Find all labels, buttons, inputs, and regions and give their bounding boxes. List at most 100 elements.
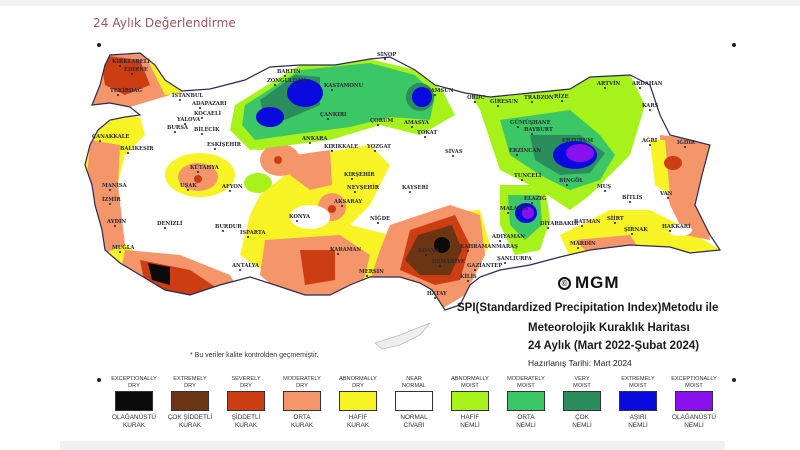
legend-label-en: EXTREMELY MOIST [621,376,655,389]
city-label: BİNGÖL [559,177,584,184]
legend-label-tr: HAFİF KURAK [346,414,370,429]
city-dot [569,144,571,146]
legend-label-en: ABNORMALLY MOIST [451,376,489,389]
city-dot [604,190,606,192]
city-label: OSMANİYE [432,258,465,265]
bottom-scroll-strip [60,441,725,450]
city-label: SİVAS [445,148,463,155]
city-dot [197,171,199,173]
legend-swatch [115,391,153,411]
city-label: İZMİR [102,196,121,203]
city-label: HAKKARİ [662,223,691,230]
city-label: YOZGAT [366,144,391,150]
city-label: NİĞDE [370,214,390,222]
city-dot [467,280,469,282]
legend-label-tr: OLAĞANÜSTÜ KURAK [111,414,157,429]
copyright-icon: © [558,276,571,290]
city-dot [199,107,201,109]
city-label: VAN [659,191,673,197]
city-dot [229,190,231,192]
city-dot [517,126,519,128]
city-label: TRABZON [524,95,554,101]
city-label: ARTVİN [596,80,621,87]
city-label: IĞDIR [677,138,696,146]
city-label: ANKARA [301,136,328,142]
legend-swatch [227,391,265,411]
city-dot [337,253,339,255]
legend-label-en: SEVERELY DRY [231,376,261,389]
quality-note: * Bu veriler kalite kontrolden geçmemişt… [190,352,319,359]
city-dot [581,225,583,227]
list-bullet [732,43,736,47]
map-title-line1: SPI(Standardized Precipitation Index)Met… [457,302,719,314]
city-label: DİYARBAKIR [540,220,579,227]
legend-item: EXTREMELY MOIST AŞIRI NEMLİ [610,376,666,429]
city-dot [409,191,411,193]
city-label: İSTANBUL [172,92,203,99]
legend-label-en: ABNORMALLY DRY [339,376,377,389]
cyprus-shape [374,322,431,350]
city-dot [331,89,333,91]
city-label: ADANA [417,248,440,254]
city-label: EDİRNE [124,66,148,73]
legend-label-en: EXCEPTIONALLY MOIST [671,376,717,389]
city-label: ORDU [467,95,485,101]
city-dot [497,105,499,107]
city-dot [649,109,651,111]
city-label: BURDUR [215,224,242,230]
legend-swatch [619,391,657,411]
legend-label-en: EXCEPTIONALLY DRY [111,376,157,389]
city-label: AMASYA [403,120,430,126]
legend-swatch [675,391,713,411]
legend-item: EXCEPTIONALLY MOIST OLAĞANÜSTÜ NEMLİ [666,376,722,429]
city-label: KAYSERİ [402,184,429,191]
mgm-logo: © MGM [558,273,620,293]
city-label: ŞANLIURFA [497,256,533,262]
city-label: MUŞ [597,184,611,190]
legend-label-tr: ORTA NEMLİ [516,414,536,429]
legend-label-tr: NORMAL CİVARI [400,414,428,429]
legend-label-tr: ORTA KURAK [290,414,314,429]
legend-item: ABNORMALLY DRY HAFİF KURAK [330,376,386,429]
city-dot [127,152,129,154]
city-dot [631,233,633,235]
city-label: KIRIKKALE [324,144,358,150]
legend-item: EXCEPTIONALLY DRY OLAĞANÜSTÜ KURAK [106,376,162,429]
legend-swatch [171,391,209,411]
legend-item: SEVERELY DRY ŞİDDETLİ KURAK [218,376,274,429]
city-label: ERZİNCAN [509,147,541,154]
city-dot [684,146,686,148]
city-label: ISPARTA [240,230,267,236]
prepared-date: Hazırlanış Tarihi: Mart 2024 [528,358,632,368]
legend: EXCEPTIONALLY DRY OLAĞANÜSTÜ KURAK EXTREM… [106,376,722,429]
city-dot [354,191,356,193]
city-label: KIRKLARELİ [112,58,150,65]
list-bullet [97,378,101,382]
city-label: TEKİRDAĞ [110,86,143,94]
city-dot [425,254,427,256]
legend-label-tr: OLAĞANÜSTÜ NEMLİ [671,414,717,429]
legend-swatch [339,391,377,411]
city-label: GAZİANTEP [467,262,502,269]
city-label: MARDİN [570,240,596,247]
city-dot [239,269,241,271]
city-label: BURSA [167,125,189,131]
legend-label-tr: ÇOK NEMLİ [572,414,592,429]
legend-label-en: MODERATELY DRY [283,376,321,389]
city-label: YALOVA [176,117,201,123]
city-label: KÜTAHYA [190,164,220,171]
city-label: ADIYAMAN [491,234,525,240]
city-label: TUNCELİ [514,172,542,179]
legend-label-en: VERY MOIST [573,376,591,389]
city-label: BİTLİS [622,194,643,201]
legend-item: MODERATELY DRY ORTA KURAK [274,376,330,429]
city-dot [504,262,506,264]
city-dot [179,99,181,101]
city-dot [377,124,379,126]
city-label: ÇORUM [370,118,393,124]
city-label: ZONGULDAK [267,78,306,84]
city-label: RİZE [554,93,569,100]
legend-swatch [395,391,433,411]
legend-item: EXTREMELY DRY ÇOK ŞİDDETLİ KURAK [162,376,218,429]
